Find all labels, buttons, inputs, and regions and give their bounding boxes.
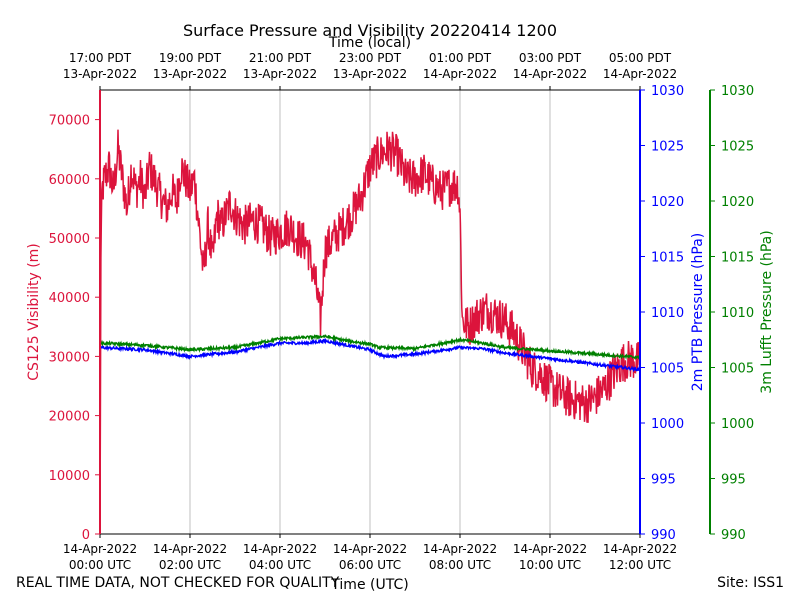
y-axis-title-ptb: 2m PTB Pressure (hPa)	[690, 233, 706, 391]
x-top-tick-label-time: 03:00 PDT	[519, 51, 582, 65]
x-top-tick-label-time: 21:00 PDT	[249, 51, 312, 65]
x-top-tick-label-time: 17:00 PDT	[69, 51, 132, 65]
y-axis-title-visibility: CS125 Visibility (m)	[26, 243, 42, 381]
y-tick-label-lufft: 990	[721, 528, 746, 543]
y-tick-label-ptb: 1030	[651, 84, 684, 99]
y-tick-label-visibility: 40000	[49, 291, 90, 306]
x-tick-label-date: 14-Apr-2022	[513, 542, 587, 556]
site-label: Site: ISS1	[717, 575, 784, 591]
x-tick-label-time: 12:00 UTC	[609, 558, 671, 572]
y-tick-label-lufft: 1015	[721, 251, 754, 266]
series-line-lufft	[99, 334, 641, 360]
y-tick-label-visibility: 50000	[49, 232, 90, 247]
x-top-tick-label-date: 14-Apr-2022	[423, 67, 497, 81]
series-line-ptb	[99, 337, 641, 373]
y-tick-label-ptb: 1020	[651, 195, 684, 210]
y-tick-label-lufft: 1005	[721, 362, 754, 377]
x-top-tick-label-date: 13-Apr-2022	[63, 67, 137, 81]
y-tick-label-ptb: 1015	[651, 251, 684, 266]
x-top-tick-label-time: 05:00 PDT	[609, 51, 672, 65]
x-tick-label-date: 14-Apr-2022	[333, 542, 407, 556]
chart-title: Surface Pressure and Visibility 20220414…	[182, 21, 557, 40]
x-tick-label-time: 08:00 UTC	[429, 558, 491, 572]
x-top-tick-label-date: 14-Apr-2022	[513, 67, 587, 81]
y-tick-label-ptb: 1025	[651, 140, 684, 155]
x-top-tick-label-date: 13-Apr-2022	[153, 67, 227, 81]
y-tick-label-visibility: 60000	[49, 173, 90, 188]
x-tick-label-date: 14-Apr-2022	[603, 542, 677, 556]
y-tick-label-ptb: 995	[651, 473, 676, 488]
y-tick-label-visibility: 20000	[49, 410, 90, 425]
x-tick-label-time: 04:00 UTC	[249, 558, 311, 572]
x-tick-label-time: 06:00 UTC	[339, 558, 401, 572]
y-tick-label-ptb: 990	[651, 528, 676, 543]
x-top-tick-label-time: 01:00 PDT	[429, 51, 492, 65]
y-tick-label-visibility: 30000	[49, 350, 90, 365]
series-line-visibility	[99, 129, 641, 535]
y-tick-label-lufft: 995	[721, 473, 746, 488]
y-tick-label-lufft: 1025	[721, 140, 754, 155]
x-tick-label-time: 10:00 UTC	[519, 558, 581, 572]
x-tick-label-date: 14-Apr-2022	[63, 542, 137, 556]
x-top-tick-label-date: 13-Apr-2022	[333, 67, 407, 81]
y-tick-label-visibility: 0	[82, 528, 90, 543]
y-tick-label-lufft: 1010	[721, 306, 754, 321]
quality-disclaimer: REAL TIME DATA, NOT CHECKED FOR QUALITY	[16, 575, 340, 591]
y-tick-label-ptb: 1000	[651, 417, 684, 432]
x-tick-label-date: 14-Apr-2022	[423, 542, 497, 556]
x-top-axis-title: Time (local)	[328, 35, 411, 51]
y-tick-label-visibility: 10000	[49, 469, 90, 484]
y-axis-title-lufft: 3m Lufft Pressure (hPa)	[759, 230, 775, 393]
y-tick-label-ptb: 1010	[651, 306, 684, 321]
x-tick-label-time: 00:00 UTC	[69, 558, 131, 572]
y-tick-label-lufft: 1000	[721, 417, 754, 432]
x-top-tick-label-date: 13-Apr-2022	[243, 67, 317, 81]
x-tick-label-time: 02:00 UTC	[159, 558, 221, 572]
x-top-tick-label-date: 14-Apr-2022	[603, 67, 677, 81]
x-top-tick-label-time: 23:00 PDT	[339, 51, 402, 65]
x-axis-title: Time (UTC)	[330, 577, 408, 593]
x-tick-label-date: 14-Apr-2022	[153, 542, 227, 556]
y-tick-label-lufft: 1020	[721, 195, 754, 210]
x-tick-label-date: 14-Apr-2022	[243, 542, 317, 556]
y-tick-label-ptb: 1005	[651, 362, 684, 377]
y-tick-label-lufft: 1030	[721, 84, 754, 99]
x-top-tick-label-time: 19:00 PDT	[159, 51, 222, 65]
y-tick-label-visibility: 70000	[49, 114, 90, 129]
